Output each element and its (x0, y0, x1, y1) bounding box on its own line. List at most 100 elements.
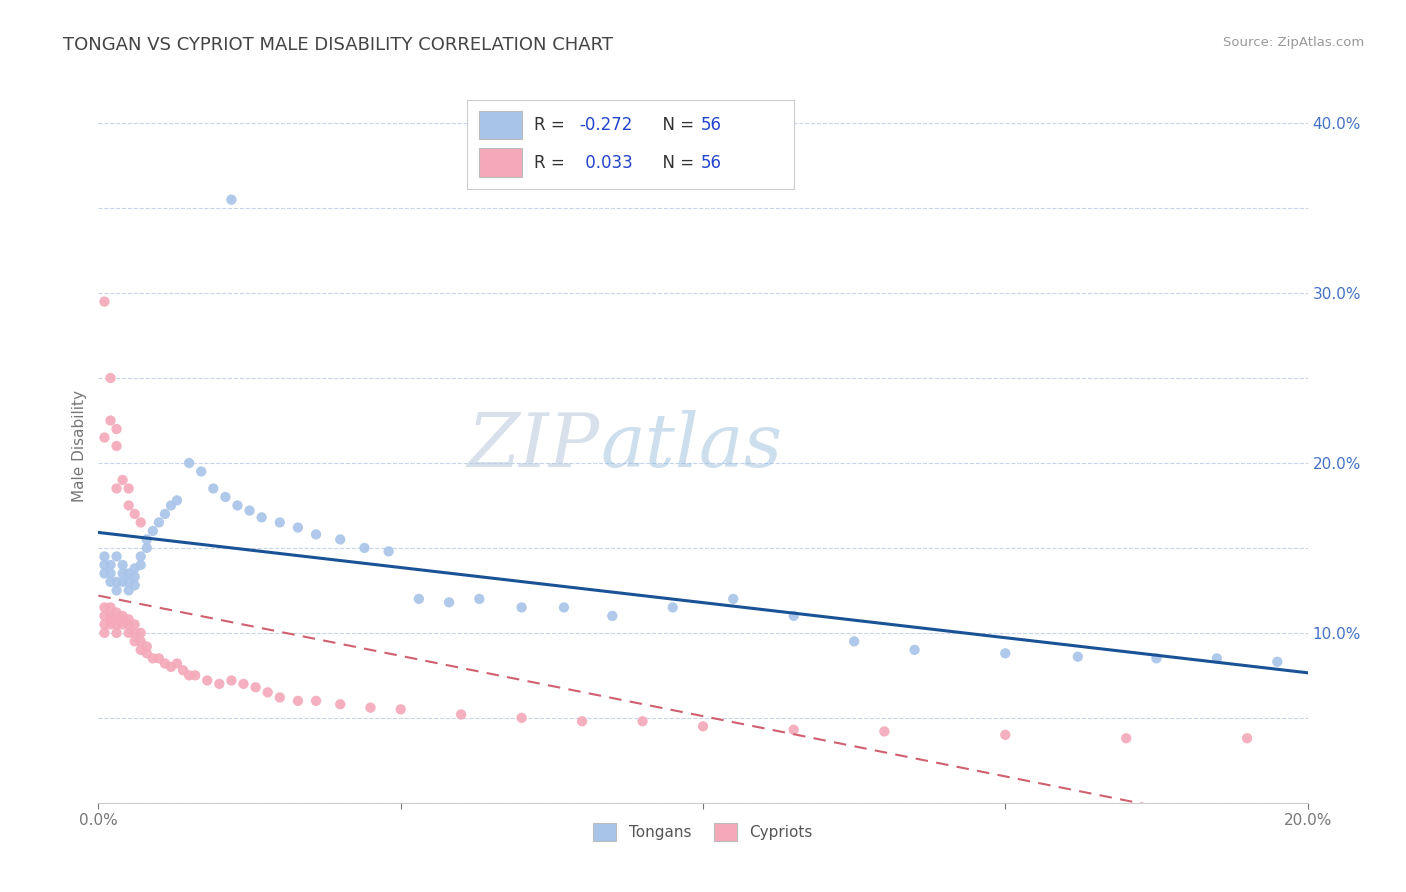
FancyBboxPatch shape (479, 111, 522, 139)
Point (124, 578, 146, 592)
Point (111, 558, 134, 572)
Point (148, 516, 170, 530)
Point (994, 728, 1017, 742)
Point (124, 634, 146, 648)
Point (142, 651, 165, 665)
Point (118, 612, 141, 626)
Point (142, 524, 165, 538)
Point (287, 694, 309, 708)
Point (468, 591, 491, 606)
Point (105, 606, 128, 620)
Point (124, 507, 146, 521)
Point (269, 690, 291, 705)
Point (124, 561, 146, 575)
Point (172, 663, 194, 677)
Point (100, 600, 122, 615)
Point (135, 640, 157, 654)
Text: -0.272: -0.272 (579, 116, 633, 134)
Point (111, 612, 134, 626)
Point (100, 371, 122, 385)
Point (105, 549, 128, 564)
Point (100, 566, 122, 581)
Point (100, 612, 122, 626)
Point (105, 626, 128, 640)
Point (553, 600, 575, 615)
Point (129, 643, 152, 657)
Point (100, 574, 122, 589)
Point (160, 499, 183, 513)
Text: R =: R = (534, 116, 569, 134)
Point (179, 668, 201, 682)
Point (305, 694, 328, 708)
Point (179, 456, 201, 470)
Point (1267, 655, 1289, 669)
Point (124, 617, 146, 632)
Point (844, 634, 866, 648)
Point (1206, 651, 1229, 665)
Y-axis label: Male Disability: Male Disability (72, 390, 87, 502)
Point (631, 714, 654, 729)
Point (111, 574, 134, 589)
Point (93, 626, 115, 640)
Point (510, 711, 533, 725)
Point (994, 646, 1017, 660)
Point (118, 566, 141, 581)
Point (118, 482, 141, 496)
Point (153, 507, 176, 521)
FancyBboxPatch shape (479, 148, 522, 177)
Point (783, 608, 806, 623)
Text: atlas: atlas (600, 409, 782, 483)
Point (118, 574, 141, 589)
Point (723, 591, 745, 606)
Point (353, 541, 375, 555)
Point (111, 617, 134, 632)
Point (124, 570, 146, 584)
Point (129, 558, 152, 572)
Point (226, 499, 249, 513)
Point (105, 583, 128, 598)
Point (93, 558, 115, 572)
Point (873, 724, 896, 739)
Legend: Tongans, Cypriots: Tongans, Cypriots (586, 816, 820, 848)
Text: 56: 56 (700, 153, 721, 171)
Point (100, 413, 122, 427)
Text: TONGAN VS CYPRIOT MALE DISABILITY CORRELATION CHART: TONGAN VS CYPRIOT MALE DISABILITY CORREL… (63, 36, 613, 54)
Point (124, 626, 146, 640)
Point (129, 516, 152, 530)
Point (135, 646, 157, 660)
Point (661, 600, 683, 615)
Point (571, 714, 593, 729)
Point (692, 719, 714, 733)
Point (221, 193, 243, 207)
Point (195, 673, 218, 688)
Text: 0.033: 0.033 (579, 153, 633, 171)
Point (783, 723, 806, 737)
Point (221, 673, 243, 688)
Point (135, 541, 157, 555)
Point (135, 533, 157, 547)
Point (111, 473, 134, 487)
Text: N =: N = (652, 116, 700, 134)
Point (105, 617, 128, 632)
Point (437, 595, 460, 609)
Point (510, 600, 533, 615)
Point (105, 439, 128, 453)
Point (239, 503, 262, 517)
Point (148, 651, 170, 665)
Text: 56: 56 (700, 116, 721, 134)
Point (93, 549, 115, 564)
Point (269, 516, 291, 530)
Point (118, 583, 141, 598)
Text: ZIP: ZIP (468, 409, 600, 483)
Point (1236, 731, 1258, 746)
Point (105, 482, 128, 496)
Point (93, 294, 115, 309)
Point (184, 668, 207, 682)
Point (129, 549, 152, 564)
Text: N =: N = (652, 153, 700, 171)
Point (118, 626, 141, 640)
Point (166, 657, 188, 671)
Point (93, 430, 115, 444)
Point (408, 591, 430, 606)
Text: Source: ZipAtlas.com: Source: ZipAtlas.com (1223, 36, 1364, 49)
